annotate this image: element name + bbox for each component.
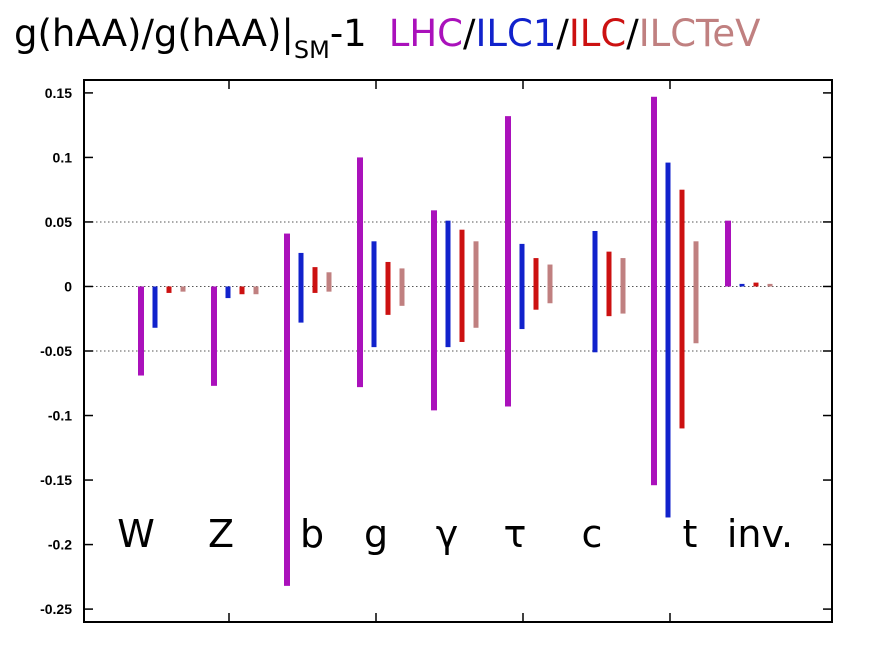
bar-ilctev-c: [620, 258, 626, 314]
category-label: g: [364, 512, 388, 556]
y-tick-label: 0.15: [45, 85, 72, 101]
legend-sep-1: /: [463, 12, 476, 55]
y-tick-label: 0: [64, 278, 72, 294]
category-label: t: [683, 512, 698, 556]
category-label: W: [117, 512, 155, 556]
bar-ilctev-W: [180, 286, 186, 292]
bar-ilctev-inv.: [767, 283, 773, 287]
bar-ilc1-c: [592, 230, 598, 353]
bar-ilctev-b: [326, 272, 332, 292]
legend-ilc1: ILC1: [475, 12, 557, 55]
y-tick-label: -0.2: [48, 537, 72, 553]
y-tick-label: -0.15: [40, 472, 72, 488]
bar-ilc-τ: [533, 258, 539, 310]
legend-lhc: LHC: [388, 12, 463, 55]
bar-ilc1-g: [371, 241, 377, 348]
bar-ilc1-τ: [519, 243, 525, 330]
bar-ilc-t: [679, 189, 685, 429]
bar-lhc-γ: [431, 210, 437, 411]
bar-ilc-inv.: [753, 282, 759, 287]
y-tick-label: -0.1: [48, 408, 72, 424]
bar-ilc1-W: [152, 286, 158, 328]
bar-ilc-g: [385, 261, 391, 315]
legend-ilctev: ILCTeV: [638, 12, 761, 55]
title-suffix: -1: [329, 12, 367, 55]
bar-ilc-b: [312, 267, 318, 293]
bar-lhc-W: [138, 286, 144, 376]
category-label: b: [300, 512, 324, 556]
title-main: g(hAA)/g(hAA)|: [14, 12, 294, 55]
bar-lhc-inv.: [725, 220, 731, 287]
category-label: Z: [208, 512, 234, 556]
bar-lhc-g: [357, 157, 363, 388]
category-label: τ: [504, 512, 527, 556]
bar-ilc1-inv.: [739, 283, 745, 287]
y-tick-label: -0.25: [40, 601, 72, 617]
bar-ilctev-γ: [473, 241, 479, 328]
bar-ilctev-t: [693, 241, 699, 344]
bar-lhc-Z: [211, 286, 217, 386]
bar-ilc1-Z: [225, 286, 231, 299]
bar-ilctev-g: [399, 268, 405, 306]
legend-sep-3: /: [626, 12, 639, 55]
bar-ilc1-γ: [445, 220, 451, 348]
bar-ilctev-Z: [253, 286, 259, 295]
y-tick-label: -0.05: [40, 343, 72, 359]
legend-sep-2: /: [556, 12, 569, 55]
y-tick-label: 0.1: [53, 149, 73, 165]
bar-lhc-b: [284, 233, 290, 586]
bar-ilc1-b: [298, 252, 304, 323]
bar-lhc-τ: [505, 116, 511, 407]
bar-ilc-W: [166, 286, 172, 293]
legend-ilc: ILC: [568, 12, 627, 55]
title-subscript: SM: [293, 36, 330, 64]
chart-title: g(hAA)/g(hAA)|SM-1 LHC/ILC1/ILC/ILCTeV: [14, 8, 760, 68]
bar-ilctev-τ: [547, 264, 553, 304]
category-label: inv.: [727, 512, 793, 556]
bar-ilc-Z: [239, 286, 245, 295]
bar-lhc-t: [651, 96, 657, 486]
category-label: γ: [436, 512, 459, 556]
y-tick-label: 0.05: [45, 214, 72, 230]
bar-ilc-c: [606, 251, 612, 317]
bar-ilc-γ: [459, 229, 465, 342]
bar-ilc1-t: [665, 162, 671, 518]
category-label: c: [582, 512, 603, 556]
